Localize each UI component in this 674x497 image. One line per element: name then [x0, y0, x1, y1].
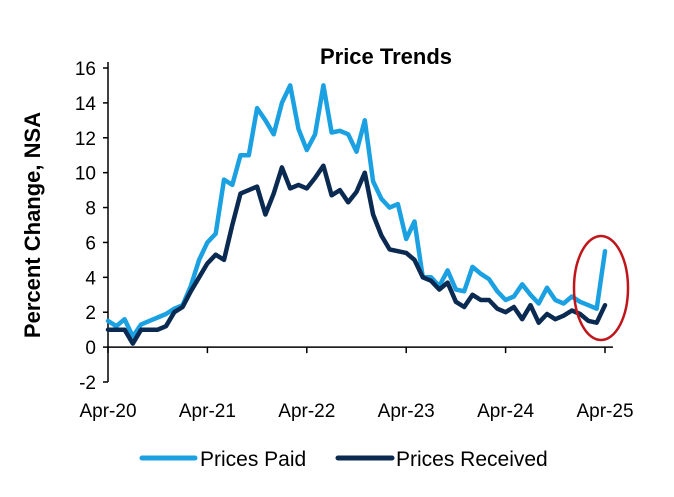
y-tick-label: 0 — [85, 338, 96, 359]
x-tick-label: Apr-20 — [79, 401, 136, 422]
y-tick-label: 6 — [85, 233, 96, 254]
y-axis: -2 0 2 4 6 8 10 12 14 16 — [75, 59, 109, 394]
chart-title: Price Trends — [320, 44, 452, 69]
highlight-ellipse — [572, 234, 630, 342]
y-tick-label: 14 — [75, 94, 97, 115]
x-tick-label: Apr-25 — [576, 401, 633, 422]
legend-label-prices-received: Prices Received — [396, 448, 548, 471]
x-axis: Apr-20 Apr-21 Apr-22 Apr-23 Apr-24 Apr-25 — [79, 346, 634, 422]
series-lines — [105, 83, 608, 346]
y-tick-label: 4 — [85, 268, 96, 289]
y-tick-label: 8 — [85, 199, 96, 220]
y-tick-label: 12 — [75, 129, 96, 150]
y-tick-label: -2 — [79, 373, 96, 394]
legend-label-prices-paid: Prices Paid — [200, 448, 306, 471]
series-line-prices-received — [105, 163, 608, 346]
x-tick-label: Apr-24 — [477, 401, 534, 422]
x-tick-label: Apr-22 — [278, 401, 335, 422]
x-tick-label: Apr-21 — [179, 401, 236, 422]
x-tick-label: Apr-23 — [378, 401, 435, 422]
y-tick-label: 16 — [75, 59, 96, 80]
series-line-prices-paid — [105, 83, 608, 339]
y-tick-label: 10 — [75, 164, 96, 185]
y-tick-label: 2 — [85, 303, 96, 324]
legend: Prices Paid Prices Received — [139, 448, 548, 471]
y-axis-label: Percent Change, NSA — [20, 112, 45, 338]
